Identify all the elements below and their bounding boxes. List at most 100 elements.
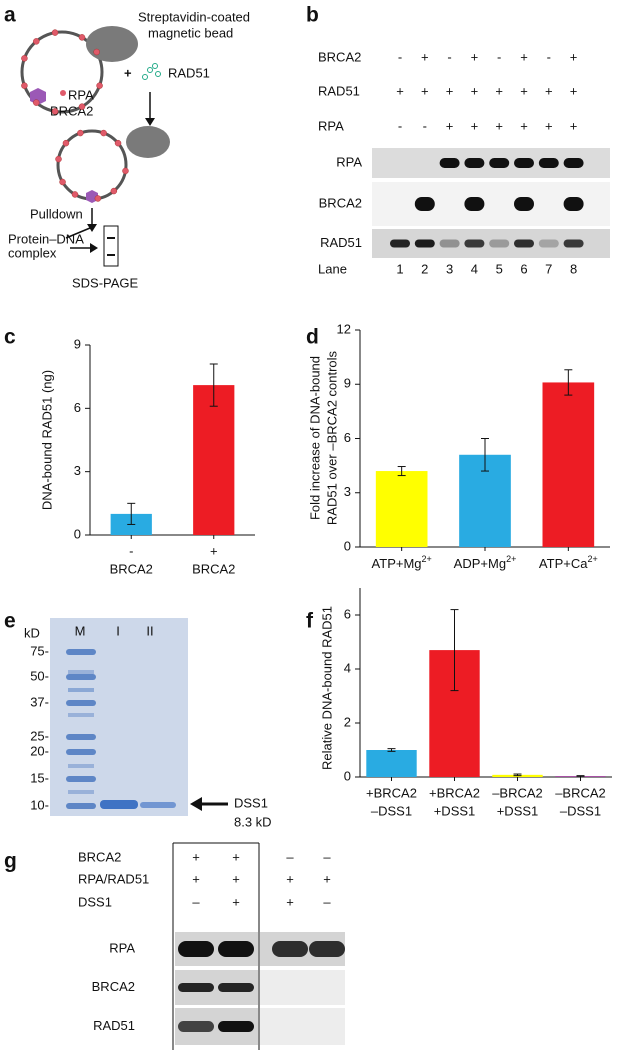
blot-band: [514, 239, 534, 248]
rpa-dot: [59, 178, 66, 186]
rpa-dot: [110, 187, 118, 195]
marker-label: 75-: [30, 643, 49, 658]
marker-band: [68, 670, 94, 674]
condition-sign: -: [497, 49, 501, 64]
marker-label: 10-: [30, 797, 49, 812]
marker-label: 37-: [30, 694, 49, 709]
condition-sign: –: [323, 849, 331, 864]
marker-label: 25-: [30, 728, 49, 743]
x-tick-label: –DSS1: [371, 803, 412, 818]
panel-label: e: [4, 610, 16, 633]
blot-band: [563, 158, 584, 168]
x-tick-label: –BRCA2: [555, 785, 606, 800]
y-tick-label: 6: [74, 400, 81, 415]
rad51-dot: [155, 71, 161, 77]
condition-sign: +: [545, 118, 553, 133]
arrow-head: [87, 224, 97, 232]
complex-label: complex: [8, 245, 57, 260]
dss1-band: [140, 802, 176, 808]
blot-band: [464, 239, 485, 248]
blot-band: [514, 197, 534, 211]
blot-band: [218, 1021, 254, 1032]
condition-label: RPA/RAD51: [78, 871, 149, 886]
schematic: Streptavidin-coated magnetic bead + RAD5…: [8, 9, 250, 290]
condition-sign: +: [520, 118, 528, 133]
rpa-label: RPA: [68, 87, 94, 102]
condition-sign: +: [192, 849, 200, 864]
blot-band: [178, 983, 214, 992]
rpa-dot: [100, 129, 107, 137]
y-tick-label: 3: [74, 463, 81, 478]
marker-band: [66, 734, 96, 740]
y-tick-label: 9: [344, 376, 351, 391]
condition-label: DSS1: [78, 894, 112, 909]
blot-band: [514, 158, 534, 168]
condition-sign: +: [570, 83, 578, 98]
rpa-dot: [51, 29, 59, 36]
y-tick-label: 0: [344, 538, 351, 553]
blot-band: [439, 158, 460, 168]
x-tick-label: ATP+Ca2+: [539, 554, 598, 571]
blot-band: [489, 239, 510, 248]
gel-label: SDS-PAGE: [72, 275, 139, 290]
size-label: 8.3 kD: [234, 814, 272, 829]
row-label: RAD51: [93, 1018, 135, 1033]
blot-band: [218, 983, 254, 992]
condition-sign: -: [398, 49, 402, 64]
category-text: ADP+Mg: [454, 556, 506, 571]
marker-band: [68, 790, 94, 794]
y-tick-label: 12: [337, 321, 351, 336]
marker-band: [68, 764, 94, 768]
panel-label: f: [306, 610, 314, 633]
x-tick-label: –DSS1: [560, 803, 601, 818]
arrow: [65, 227, 91, 239]
condition-sign: +: [192, 871, 200, 886]
lane-title: Lane: [318, 261, 347, 276]
y-tick-label: 2: [344, 714, 351, 729]
complex-label: Protein–DNA: [8, 231, 84, 246]
bar: [366, 750, 417, 777]
condition-label: RAD51: [318, 83, 360, 98]
marker-band: [66, 776, 96, 782]
condition-sign: -: [423, 118, 427, 133]
rad51-dot: [147, 67, 153, 73]
condition-sign: +: [471, 49, 479, 64]
y-tick-label: 0: [74, 526, 81, 541]
rpa-dot: [33, 99, 40, 106]
condition-sign: +: [446, 118, 454, 133]
bar: [542, 382, 595, 547]
condition-sign: +: [495, 83, 503, 98]
rpa-dot: [55, 155, 62, 163]
marker-band: [66, 803, 96, 809]
blot-band: [464, 158, 485, 168]
gel-lane-label: II: [146, 623, 153, 638]
rpa-dot: [60, 90, 66, 96]
x-tick-label: BRCA2: [192, 561, 235, 576]
blot-band: [414, 197, 435, 211]
condition-sign: +: [232, 849, 240, 864]
y-tick-label: 9: [74, 336, 81, 351]
rad51-label: RAD51: [168, 65, 210, 80]
blot-band: [414, 239, 435, 248]
marker-band: [66, 749, 96, 755]
bar: [193, 385, 235, 535]
gel-lane-label: M: [75, 623, 86, 638]
condition-sign: -: [398, 118, 402, 133]
panel-label: c: [4, 326, 16, 349]
rpa-dot: [51, 108, 59, 115]
condition-sign: +: [570, 118, 578, 133]
rpa-dot: [78, 103, 86, 110]
blot-band: [272, 941, 308, 957]
category-superscript: 2+: [587, 554, 597, 564]
dss1-band: [100, 800, 138, 809]
x-tick-label: +DSS1: [434, 803, 476, 818]
marker-label: 15-: [30, 770, 49, 785]
marker-band: [68, 713, 94, 717]
condition-sign: +: [520, 49, 528, 64]
blot-strip: [260, 1008, 345, 1045]
blot-band: [538, 239, 559, 248]
condition-sign: +: [323, 871, 331, 886]
y-tick-label: 0: [344, 768, 351, 783]
condition-sign: –: [192, 894, 200, 909]
lane-number: 1: [396, 261, 403, 276]
